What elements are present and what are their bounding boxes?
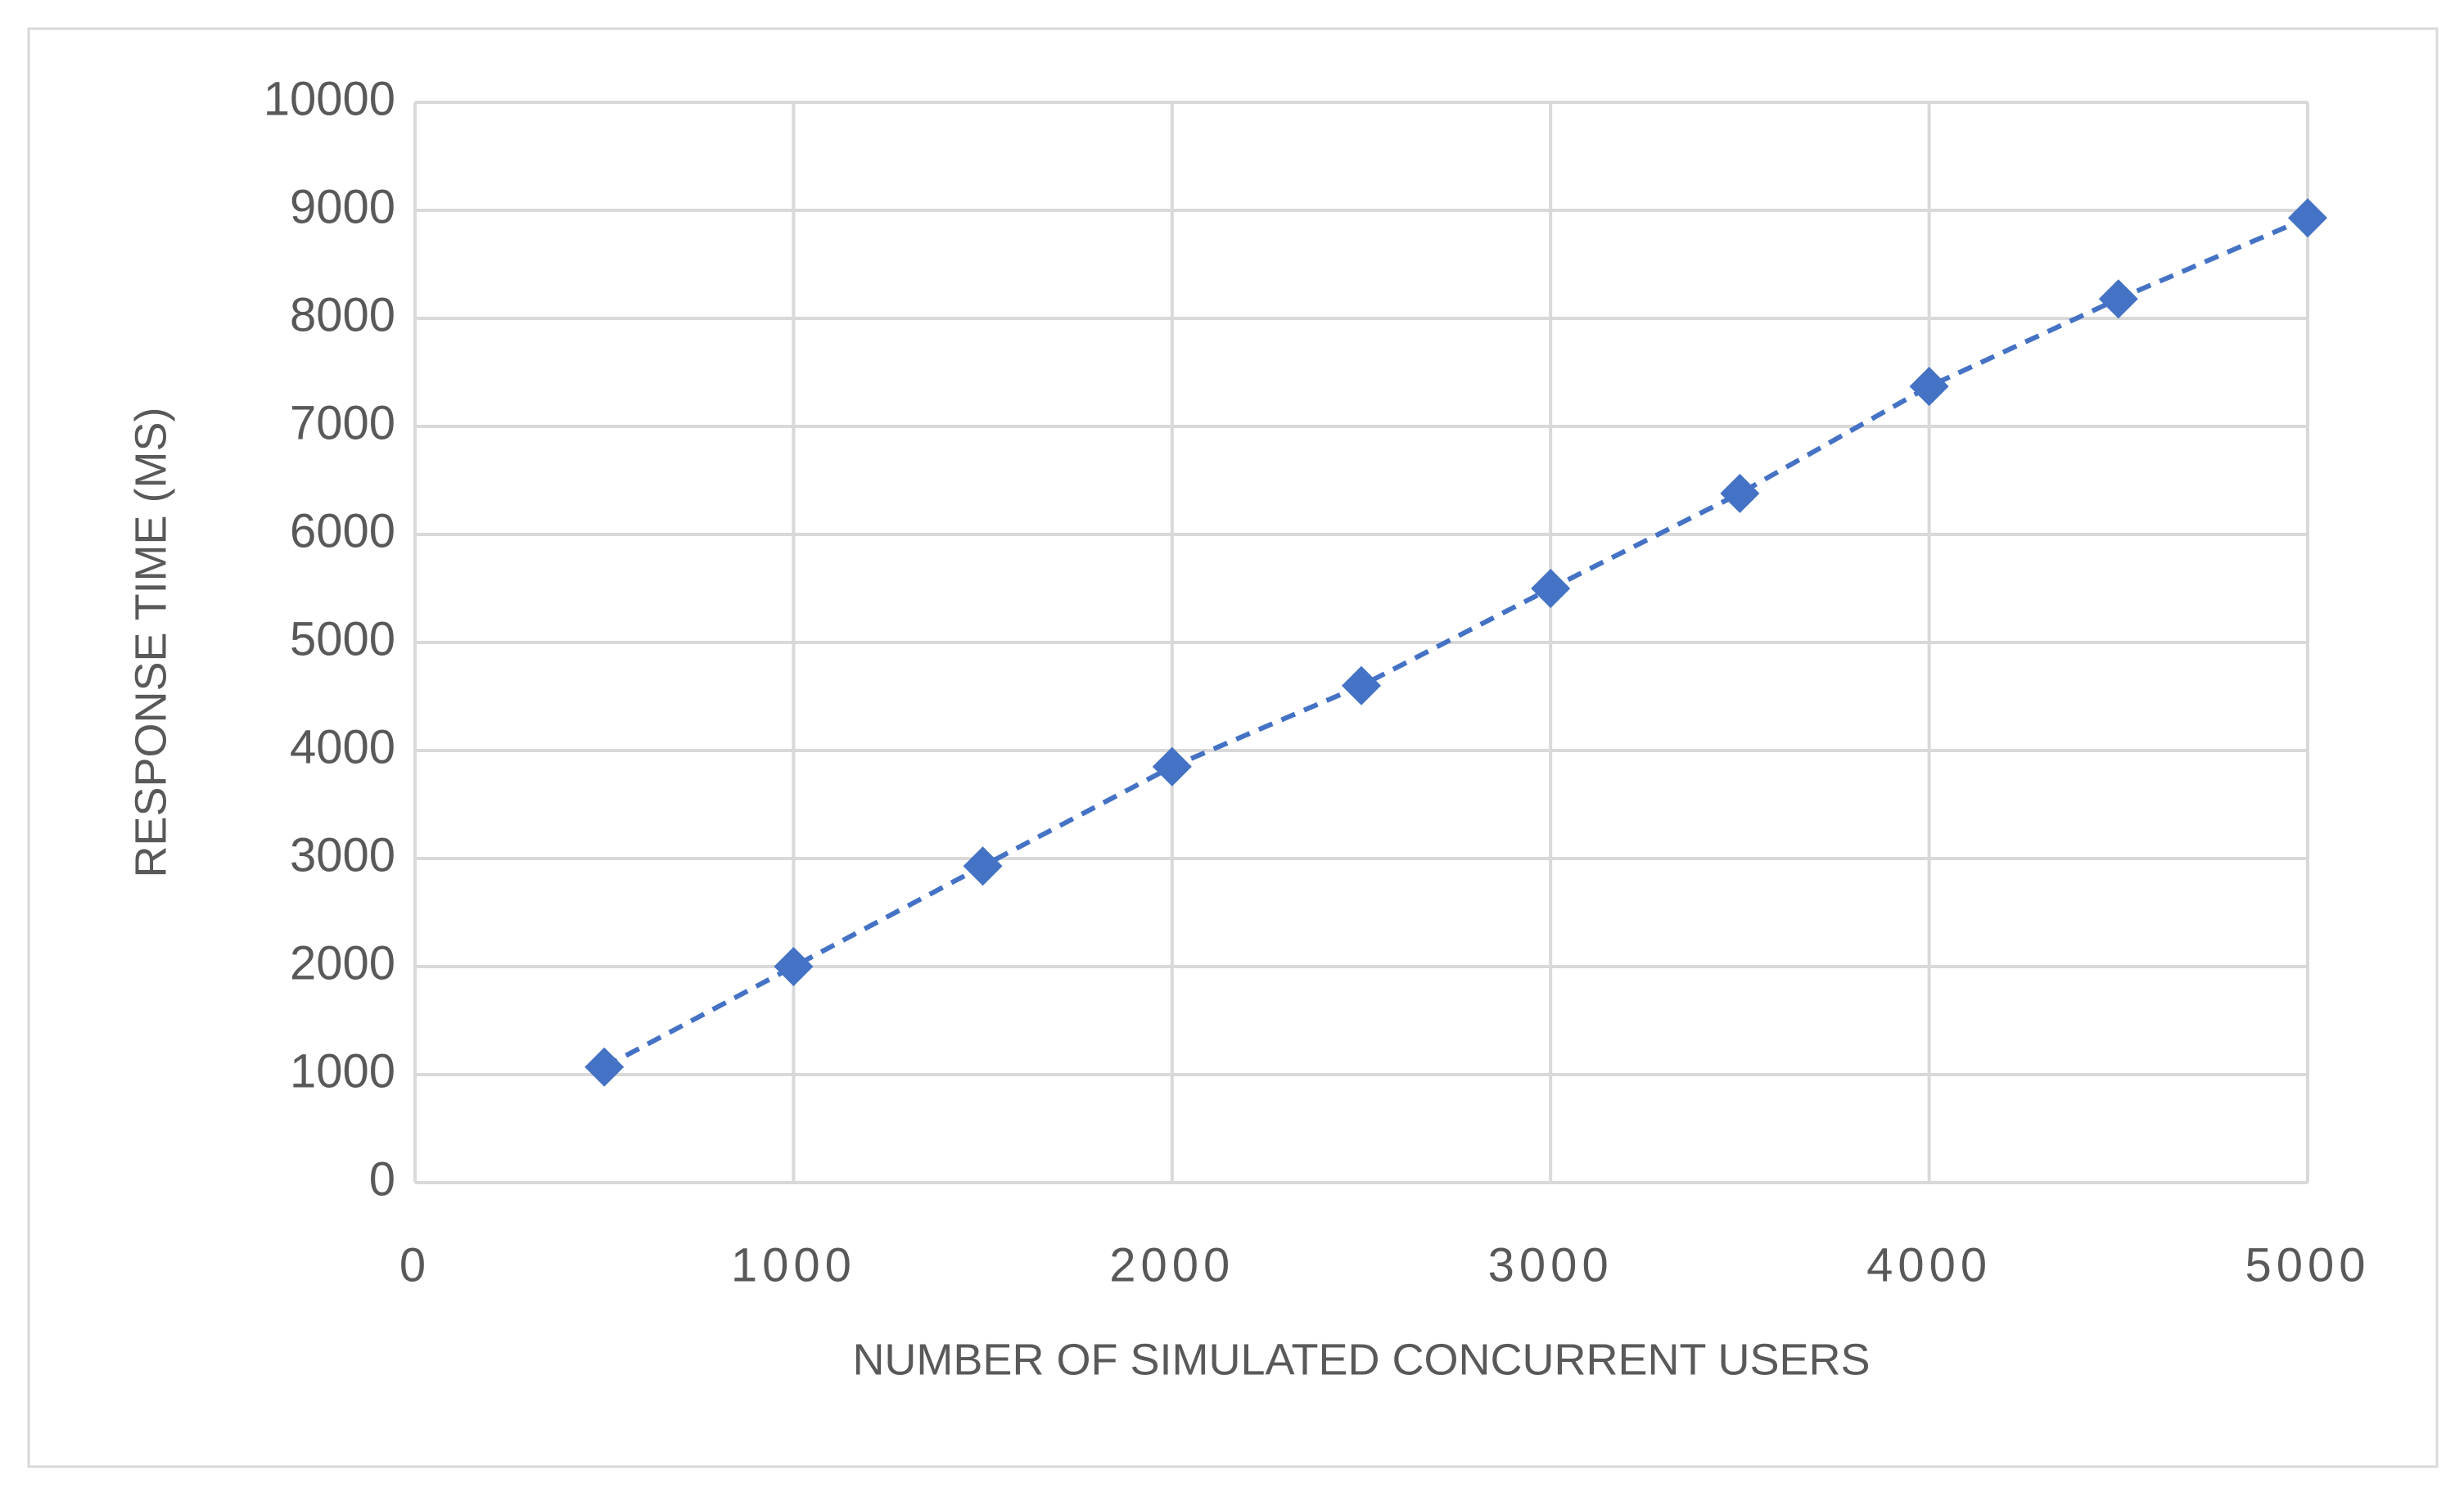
x-tick-label: 1000: [731, 1238, 856, 1291]
data-point: [1909, 367, 1949, 407]
y-tick-label: 0: [369, 1152, 395, 1206]
y-tick-label: 8000: [290, 288, 395, 341]
x-tick-label: 3000: [1488, 1238, 1613, 1291]
x-tick-label: 4000: [1866, 1238, 1992, 1291]
x-tick-label: 5000: [2245, 1238, 2370, 1291]
data-point: [1531, 569, 1571, 608]
y-axis-title: RESPONSE TIME (MS): [126, 407, 175, 877]
data-point: [774, 947, 814, 986]
data-point: [1152, 746, 1192, 787]
y-tick-label: 2000: [290, 936, 395, 989]
y-tick-label: 10000: [264, 72, 395, 125]
data-point: [2098, 279, 2138, 319]
y-tick-label: 5000: [290, 612, 395, 665]
y-tick-label: 7000: [290, 396, 395, 449]
data-point: [1720, 473, 1760, 513]
data-point: [2288, 198, 2327, 238]
x-axis-title: NUMBER OF SIMULATED CONCURRENT USERS: [852, 1335, 1870, 1384]
series-line: [602, 215, 2309, 1070]
y-tick-label: 4000: [290, 720, 395, 773]
y-tick-label: 6000: [290, 504, 395, 557]
x-tick-label: 2000: [1109, 1238, 1234, 1291]
data-point: [584, 1047, 625, 1087]
y-tick-label: 9000: [290, 180, 395, 233]
data-point: [1342, 665, 1381, 705]
y-tick-label: 1000: [290, 1044, 395, 1098]
chart-frame: [27, 27, 2439, 1468]
data-point: [963, 846, 1003, 886]
y-tick-label: 3000: [290, 828, 395, 881]
x-tick-label: 0: [399, 1238, 431, 1291]
